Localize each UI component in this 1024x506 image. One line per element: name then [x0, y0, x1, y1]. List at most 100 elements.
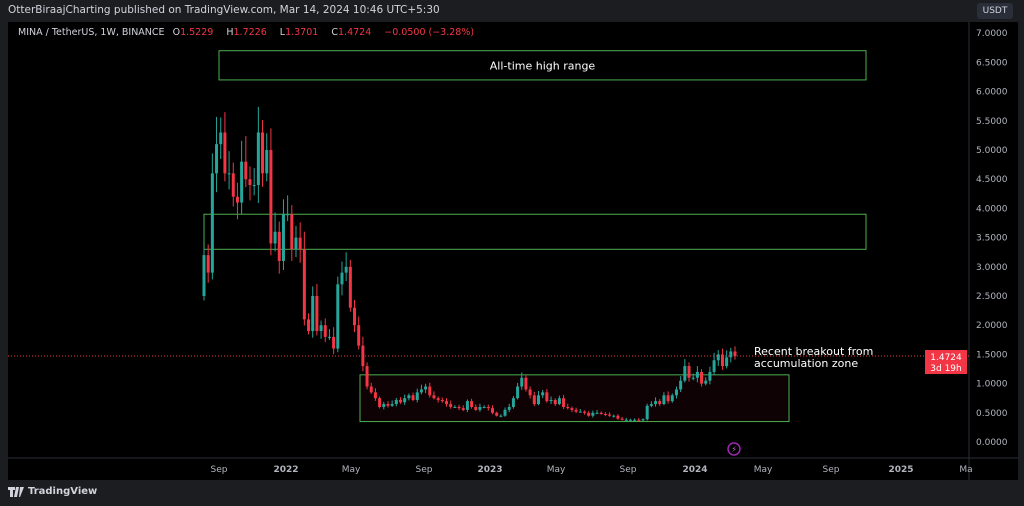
candle-body	[516, 386, 520, 399]
candle-body	[578, 411, 582, 413]
candle-body	[336, 284, 340, 349]
candle-body	[461, 408, 465, 410]
candle-body	[323, 325, 327, 337]
symbol-legend: MINA / TetherUS, 1W, BINANCE O1.5229 H1.…	[18, 27, 479, 38]
candle-body	[570, 408, 574, 410]
candle-body	[390, 404, 394, 406]
candle-body	[574, 409, 578, 412]
candle-body	[248, 179, 252, 186]
candle-body	[562, 398, 566, 407]
annotation-text: Recent breakout from	[754, 345, 873, 358]
candle-body	[219, 132, 223, 145]
candle-body	[261, 132, 265, 174]
y-tick-label: 1.0000	[976, 380, 1008, 390]
candle-body	[465, 401, 469, 410]
candle-body	[256, 132, 260, 186]
candle-body	[729, 351, 733, 358]
chart-canvas[interactable]: 0.0000 0.5000 1.0000 1.5000 2.0000 2.5000 3.00…	[8, 22, 1018, 480]
candle-body	[302, 249, 306, 320]
candle-body	[591, 412, 595, 416]
candle-body	[223, 132, 227, 174]
candle-body	[633, 419, 637, 421]
zone-box	[218, 50, 867, 81]
y-tick-label: 6.5000	[976, 58, 1008, 68]
close-field: C1.4724	[331, 27, 376, 38]
candle-body	[486, 406, 490, 409]
candle-body	[382, 404, 386, 407]
candle-body	[227, 173, 231, 175]
y-tick-label: 4.5000	[976, 175, 1008, 185]
candle-body	[319, 325, 323, 332]
candle-body	[628, 419, 632, 421]
candle-body	[524, 377, 528, 390]
candle-body	[235, 196, 239, 203]
x-tick-label: 2023	[477, 465, 502, 475]
candle-body	[394, 399, 398, 405]
candle-body	[411, 395, 415, 400]
x-tick-label: Sep	[823, 465, 840, 475]
candle-body	[265, 150, 269, 174]
candle-body	[733, 351, 737, 357]
zone-label: All-time high range	[490, 59, 596, 72]
candle-body	[269, 150, 273, 244]
candle-body	[691, 377, 695, 379]
annotation-text: accumulation zone	[754, 357, 858, 370]
candle-body	[695, 371, 699, 378]
y-tick-label: 1.5000	[976, 350, 1008, 360]
candle-body	[532, 395, 536, 405]
candle-body	[637, 419, 641, 421]
candle-body	[231, 173, 235, 197]
candle-body	[507, 406, 511, 410]
candle-body	[353, 307, 357, 326]
x-tick-label: May	[547, 465, 566, 475]
candle-body	[608, 414, 612, 416]
candle-body	[553, 399, 557, 405]
candle-body	[557, 398, 561, 405]
x-tick-label: 2024	[682, 465, 707, 475]
candle-body	[419, 389, 423, 393]
candle-body	[712, 360, 716, 372]
candle-body	[566, 406, 570, 409]
candle-body	[290, 214, 294, 250]
currency-button[interactable]: USDT	[977, 3, 1013, 19]
candle-body	[281, 214, 285, 261]
candle-body	[210, 173, 214, 273]
open-field: O1.5229	[173, 27, 219, 38]
candle-body	[436, 398, 440, 400]
candle-body	[327, 336, 331, 338]
candle-body	[294, 237, 298, 250]
candle-body	[206, 255, 210, 273]
candle-body	[520, 377, 524, 387]
candle-body	[244, 161, 248, 180]
tradingview-logo: TradingView	[8, 486, 97, 497]
y-tick-label: 3.0000	[976, 263, 1008, 273]
symbol-name: MINA / TetherUS, 1W, BINANCE	[18, 27, 165, 38]
candle-body	[582, 411, 586, 413]
y-tick-label: 4.0000	[976, 204, 1008, 214]
candle-body	[307, 319, 311, 332]
candle-body	[445, 401, 449, 405]
y-tick-label: 0.0000	[976, 438, 1008, 448]
candle-body	[545, 392, 549, 402]
candle-body	[549, 399, 553, 402]
candle-body	[428, 386, 432, 396]
x-tick-label: Sep	[620, 465, 637, 475]
candle-body	[298, 237, 302, 250]
close-label: C	[331, 27, 338, 38]
candle-body	[511, 398, 515, 407]
candle-body	[415, 392, 419, 400]
candle-body	[687, 366, 691, 378]
candle-body	[641, 419, 645, 421]
candle-body	[478, 406, 482, 410]
candle-body	[399, 399, 403, 403]
candle-body	[654, 401, 658, 405]
candle-body	[666, 395, 670, 402]
candle-body	[612, 415, 616, 417]
candle-body	[503, 409, 507, 416]
candle-body	[365, 366, 369, 387]
x-tick-label: 2022	[273, 465, 298, 475]
candle-body	[624, 419, 628, 421]
candle-body	[599, 412, 603, 414]
price-chart[interactable]: 0.0000 0.5000 1.0000 1.5000 2.0000 2.5000 3.00…	[8, 22, 1018, 480]
x-tick-label: Ma	[959, 465, 972, 475]
